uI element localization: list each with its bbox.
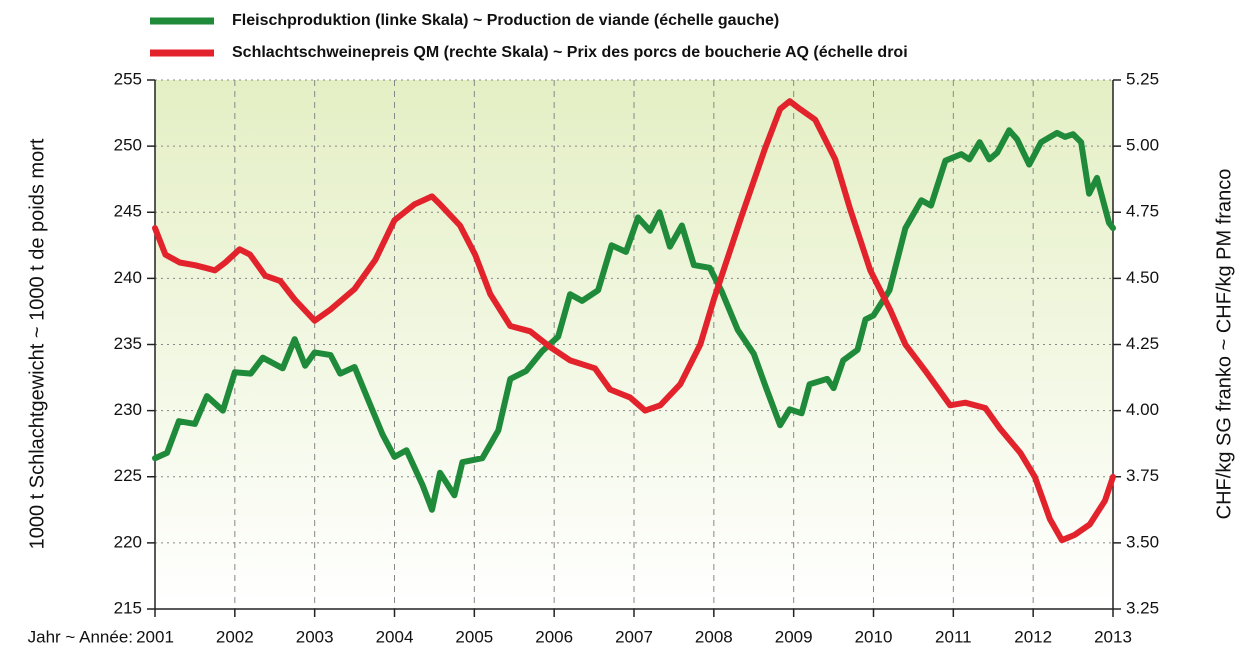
y2-tick-label: 4.00 [1126,400,1159,419]
y-tick-label: 245 [114,202,142,221]
y2-tick-label: 4.50 [1126,268,1159,287]
legend-label: Fleischproduktion (linke Skala) ~ Produc… [232,12,779,29]
x-tick-label: 2013 [1094,627,1132,646]
x-tick-label: 2003 [296,627,334,646]
y2-tick-label: 4.75 [1126,202,1159,221]
y2-tick-label: 4.25 [1126,334,1159,353]
x-tick-label: 2007 [615,627,653,646]
y-tick-label: 215 [114,598,142,617]
series-line [152,127,1116,513]
y-tick-label: 230 [114,400,142,419]
y2-axis-label: CHF/kg SG franko ~ CHF/kg PM franco [1213,169,1235,520]
x-tick-label: 2005 [455,627,493,646]
x-tick-label: 2004 [376,627,414,646]
y2-tick-label: 5.00 [1126,136,1159,155]
series-line [152,98,1116,544]
x-tick-label: 2001 [136,627,174,646]
x-tick-label: 2002 [216,627,254,646]
x-tick-label: 2009 [775,627,813,646]
y-tick-label: 235 [114,334,142,353]
y-tick-label: 220 [114,532,142,551]
y2-tick-label: 3.25 [1126,598,1159,617]
x-axis-label: Jahr ~ Année: [28,627,133,646]
x-tick-label: 2010 [855,627,893,646]
y2-tick-label: 3.50 [1126,532,1159,551]
y-axis-label: 1000 t Schlachtgewicht ~ 1000 t de poids… [26,138,48,549]
y-tick-label: 225 [114,466,142,485]
y-tick-label: 240 [114,268,142,287]
y2-tick-label: 3.75 [1126,466,1159,485]
x-tick-label: 2011 [935,627,972,646]
x-tick-label: 2008 [695,627,733,646]
y-tick-label: 250 [114,136,142,155]
x-tick-label: 2006 [535,627,573,646]
y-tick-label: 255 [114,69,142,88]
x-tick-label: 2012 [1014,627,1052,646]
y2-tick-label: 5.25 [1126,69,1159,88]
legend-label: Schlachtschweinepreis QM (rechte Skala) … [232,44,908,61]
